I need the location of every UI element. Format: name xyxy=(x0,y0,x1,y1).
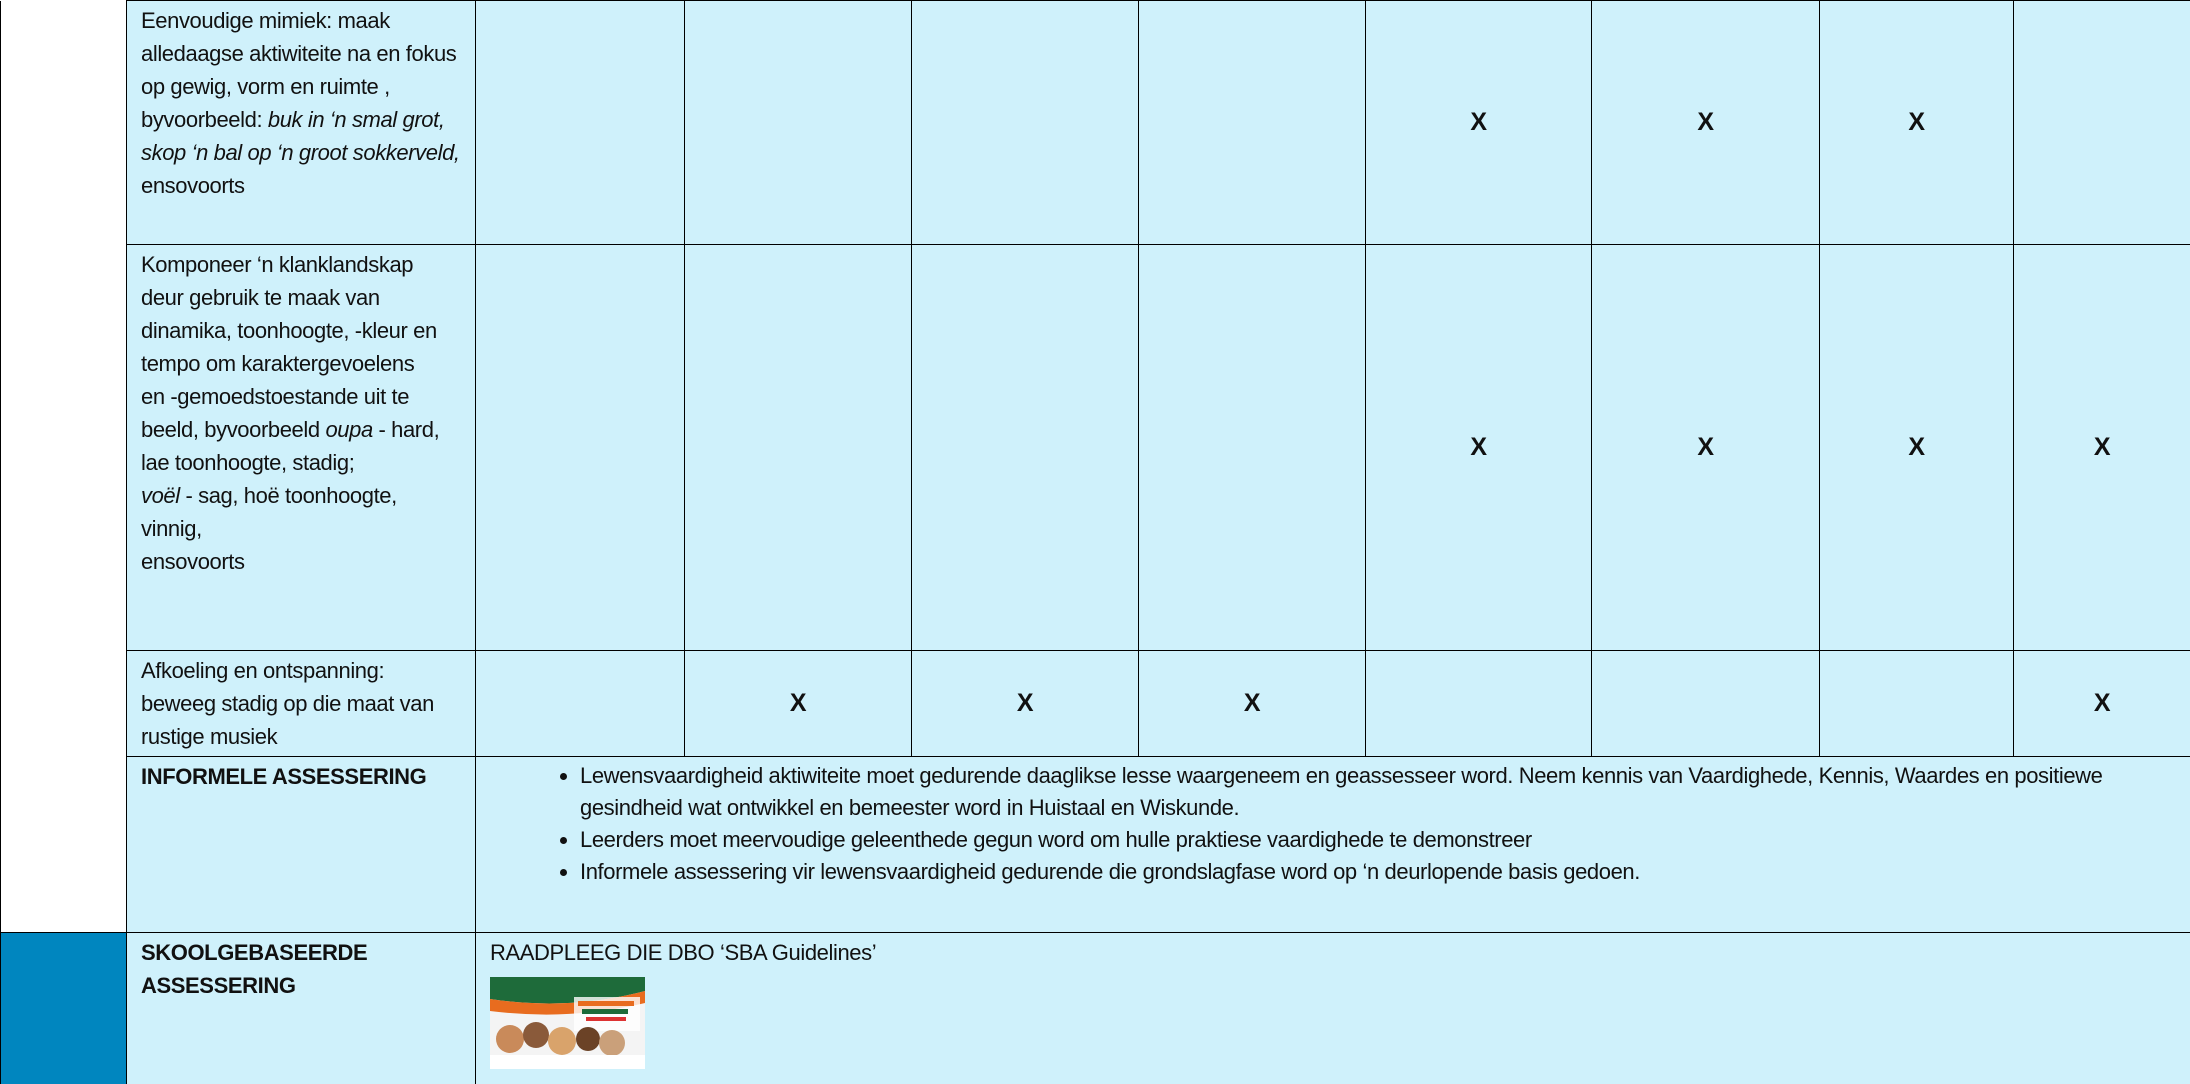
mark-cell: X xyxy=(1591,0,1820,245)
mark-cell xyxy=(1138,244,1366,651)
mark: X xyxy=(789,689,807,717)
mark-cell xyxy=(475,244,685,651)
mark-cell xyxy=(475,650,685,757)
mark: X xyxy=(1470,108,1487,136)
side-cell xyxy=(0,932,127,1084)
mark: X xyxy=(1697,108,1714,136)
mark-cell xyxy=(911,0,1139,245)
informal-cell: Lewensvaardigheid aktiwiteite moet gedur… xyxy=(475,756,2190,933)
activity-text: Eenvoudige mimiek: maak alledaagse aktiw… xyxy=(141,8,457,132)
activity-cell: Eenvoudige mimiek: maak alledaagse aktiw… xyxy=(126,0,476,245)
mark: X xyxy=(1908,108,1925,136)
bullet: Lewensvaardigheid aktiwiteite moet gedur… xyxy=(580,760,2176,824)
activity-text: ensovoorts xyxy=(141,173,245,198)
activity-text: - sag, hoë toonhoogte, vinnig, ensovoort… xyxy=(141,483,397,574)
bullet-list: Lewensvaardigheid aktiwiteite moet gedur… xyxy=(490,760,2176,888)
informal-row: INFORMELE ASSESSERING Lewensvaardigheid … xyxy=(1,756,2190,933)
activity-text: - hard, lae toonhoogte, stadig; xyxy=(141,417,440,475)
mark-cell: X xyxy=(1365,0,1592,245)
activity-text: oupa xyxy=(325,417,373,442)
sba-label: SKOOLGEBASEERDE ASSESSERING xyxy=(126,932,476,1084)
sba-cell: RAADPLEEG DIE DBO ‘SBA Guidelines’ xyxy=(475,932,2190,1084)
sba-text: RAADPLEEG DIE DBO ‘SBA Guidelines’ xyxy=(490,940,877,965)
bullet: Leerders moet meervoudige geleenthede ge… xyxy=(580,824,2176,856)
informal-label: INFORMELE ASSESSERING xyxy=(126,756,476,933)
activity-text: Afkoeling en ontspanning: beweeg stadig … xyxy=(141,658,434,749)
mark-cell xyxy=(1138,0,1366,245)
activity-text: voël xyxy=(141,483,180,508)
mark-cell: X xyxy=(1138,650,1366,757)
mark-cell: X xyxy=(1819,0,2014,245)
mark: X xyxy=(1697,433,1714,461)
mark-cell: X xyxy=(1591,244,1820,651)
mark: X xyxy=(1243,689,1261,717)
mark-cell xyxy=(684,244,912,651)
activity-row: Afkoeling en ontspanning: beweeg stadig … xyxy=(1,650,2190,757)
side-cell xyxy=(0,0,127,933)
activity-cell: Afkoeling en ontspanning: beweeg stadig … xyxy=(126,650,476,757)
mark-cell xyxy=(1591,650,1820,757)
mark-cell xyxy=(1365,650,1592,757)
mark-cell xyxy=(1819,650,2014,757)
activity-cell: Komponeer ‘n klanklandskap deur gebruik … xyxy=(126,244,476,651)
activity-text: Komponeer ‘n klanklandskap deur gebruik … xyxy=(141,252,437,442)
sba-row: SKOOLGEBASEERDE ASSESSERING RAADPLEEG DI… xyxy=(0,932,2190,1084)
thumbnail-art xyxy=(490,977,645,1069)
mark: X xyxy=(1470,433,1487,461)
mark: X xyxy=(2093,433,2111,461)
mark-cell: X xyxy=(684,650,912,757)
mark-cell xyxy=(911,244,1139,651)
mark-cell xyxy=(2013,0,2190,245)
bullet: Informele assessering vir lewensvaardigh… xyxy=(580,856,2176,888)
mark-cell: X xyxy=(1365,244,1592,651)
mark-cell: X xyxy=(2013,244,2190,651)
mark-cell: X xyxy=(2013,650,2190,757)
activity-row: Eenvoudige mimiek: maak alledaagse aktiw… xyxy=(0,0,2190,933)
mark: X xyxy=(1908,433,1925,461)
mark-cell xyxy=(475,0,685,245)
activity-row: Komponeer ‘n klanklandskap deur gebruik … xyxy=(1,244,2190,651)
mark: X xyxy=(2093,689,2111,717)
mark-cell xyxy=(684,0,912,245)
activity-text: buk in ‘n smal grot, skop ‘n bal op ‘n g… xyxy=(141,107,460,165)
mark-cell: X xyxy=(1819,244,2014,651)
mark-cell: X xyxy=(911,650,1139,757)
mark: X xyxy=(1016,689,1034,717)
booklet-thumbnail xyxy=(490,977,645,1069)
